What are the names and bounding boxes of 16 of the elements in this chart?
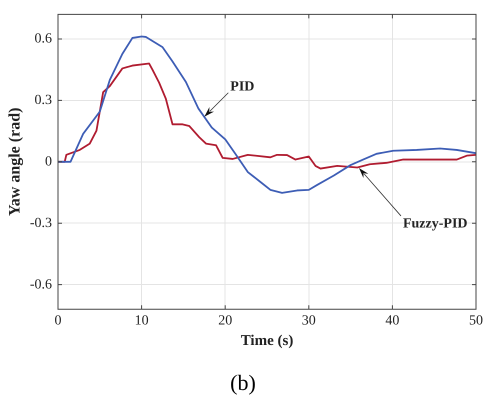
annotation: PID [230, 79, 254, 94]
annotation: Fuzzy-PID [402, 216, 468, 232]
x-tick-label: 50 [469, 313, 483, 328]
x-tick-label: 0 [54, 313, 62, 328]
y-tick-label: -0.6 [30, 277, 52, 292]
y-tick-label: 0.3 [34, 93, 52, 108]
y-tick-label: -0.3 [30, 216, 52, 231]
x-axis-title: Time (s) [240, 332, 294, 349]
x-tick-label: 20 [218, 313, 232, 328]
x-tick-label: 10 [134, 313, 149, 328]
x-tick-label: 30 [302, 313, 316, 328]
text: (b) [229, 370, 257, 396]
y-tick-label: 0.6 [34, 32, 52, 47]
y-tick-label: 0 [45, 154, 52, 170]
y-axis-title: Yaw angle (rad) [6, 108, 24, 216]
x-tick-label: 40 [385, 313, 400, 328]
